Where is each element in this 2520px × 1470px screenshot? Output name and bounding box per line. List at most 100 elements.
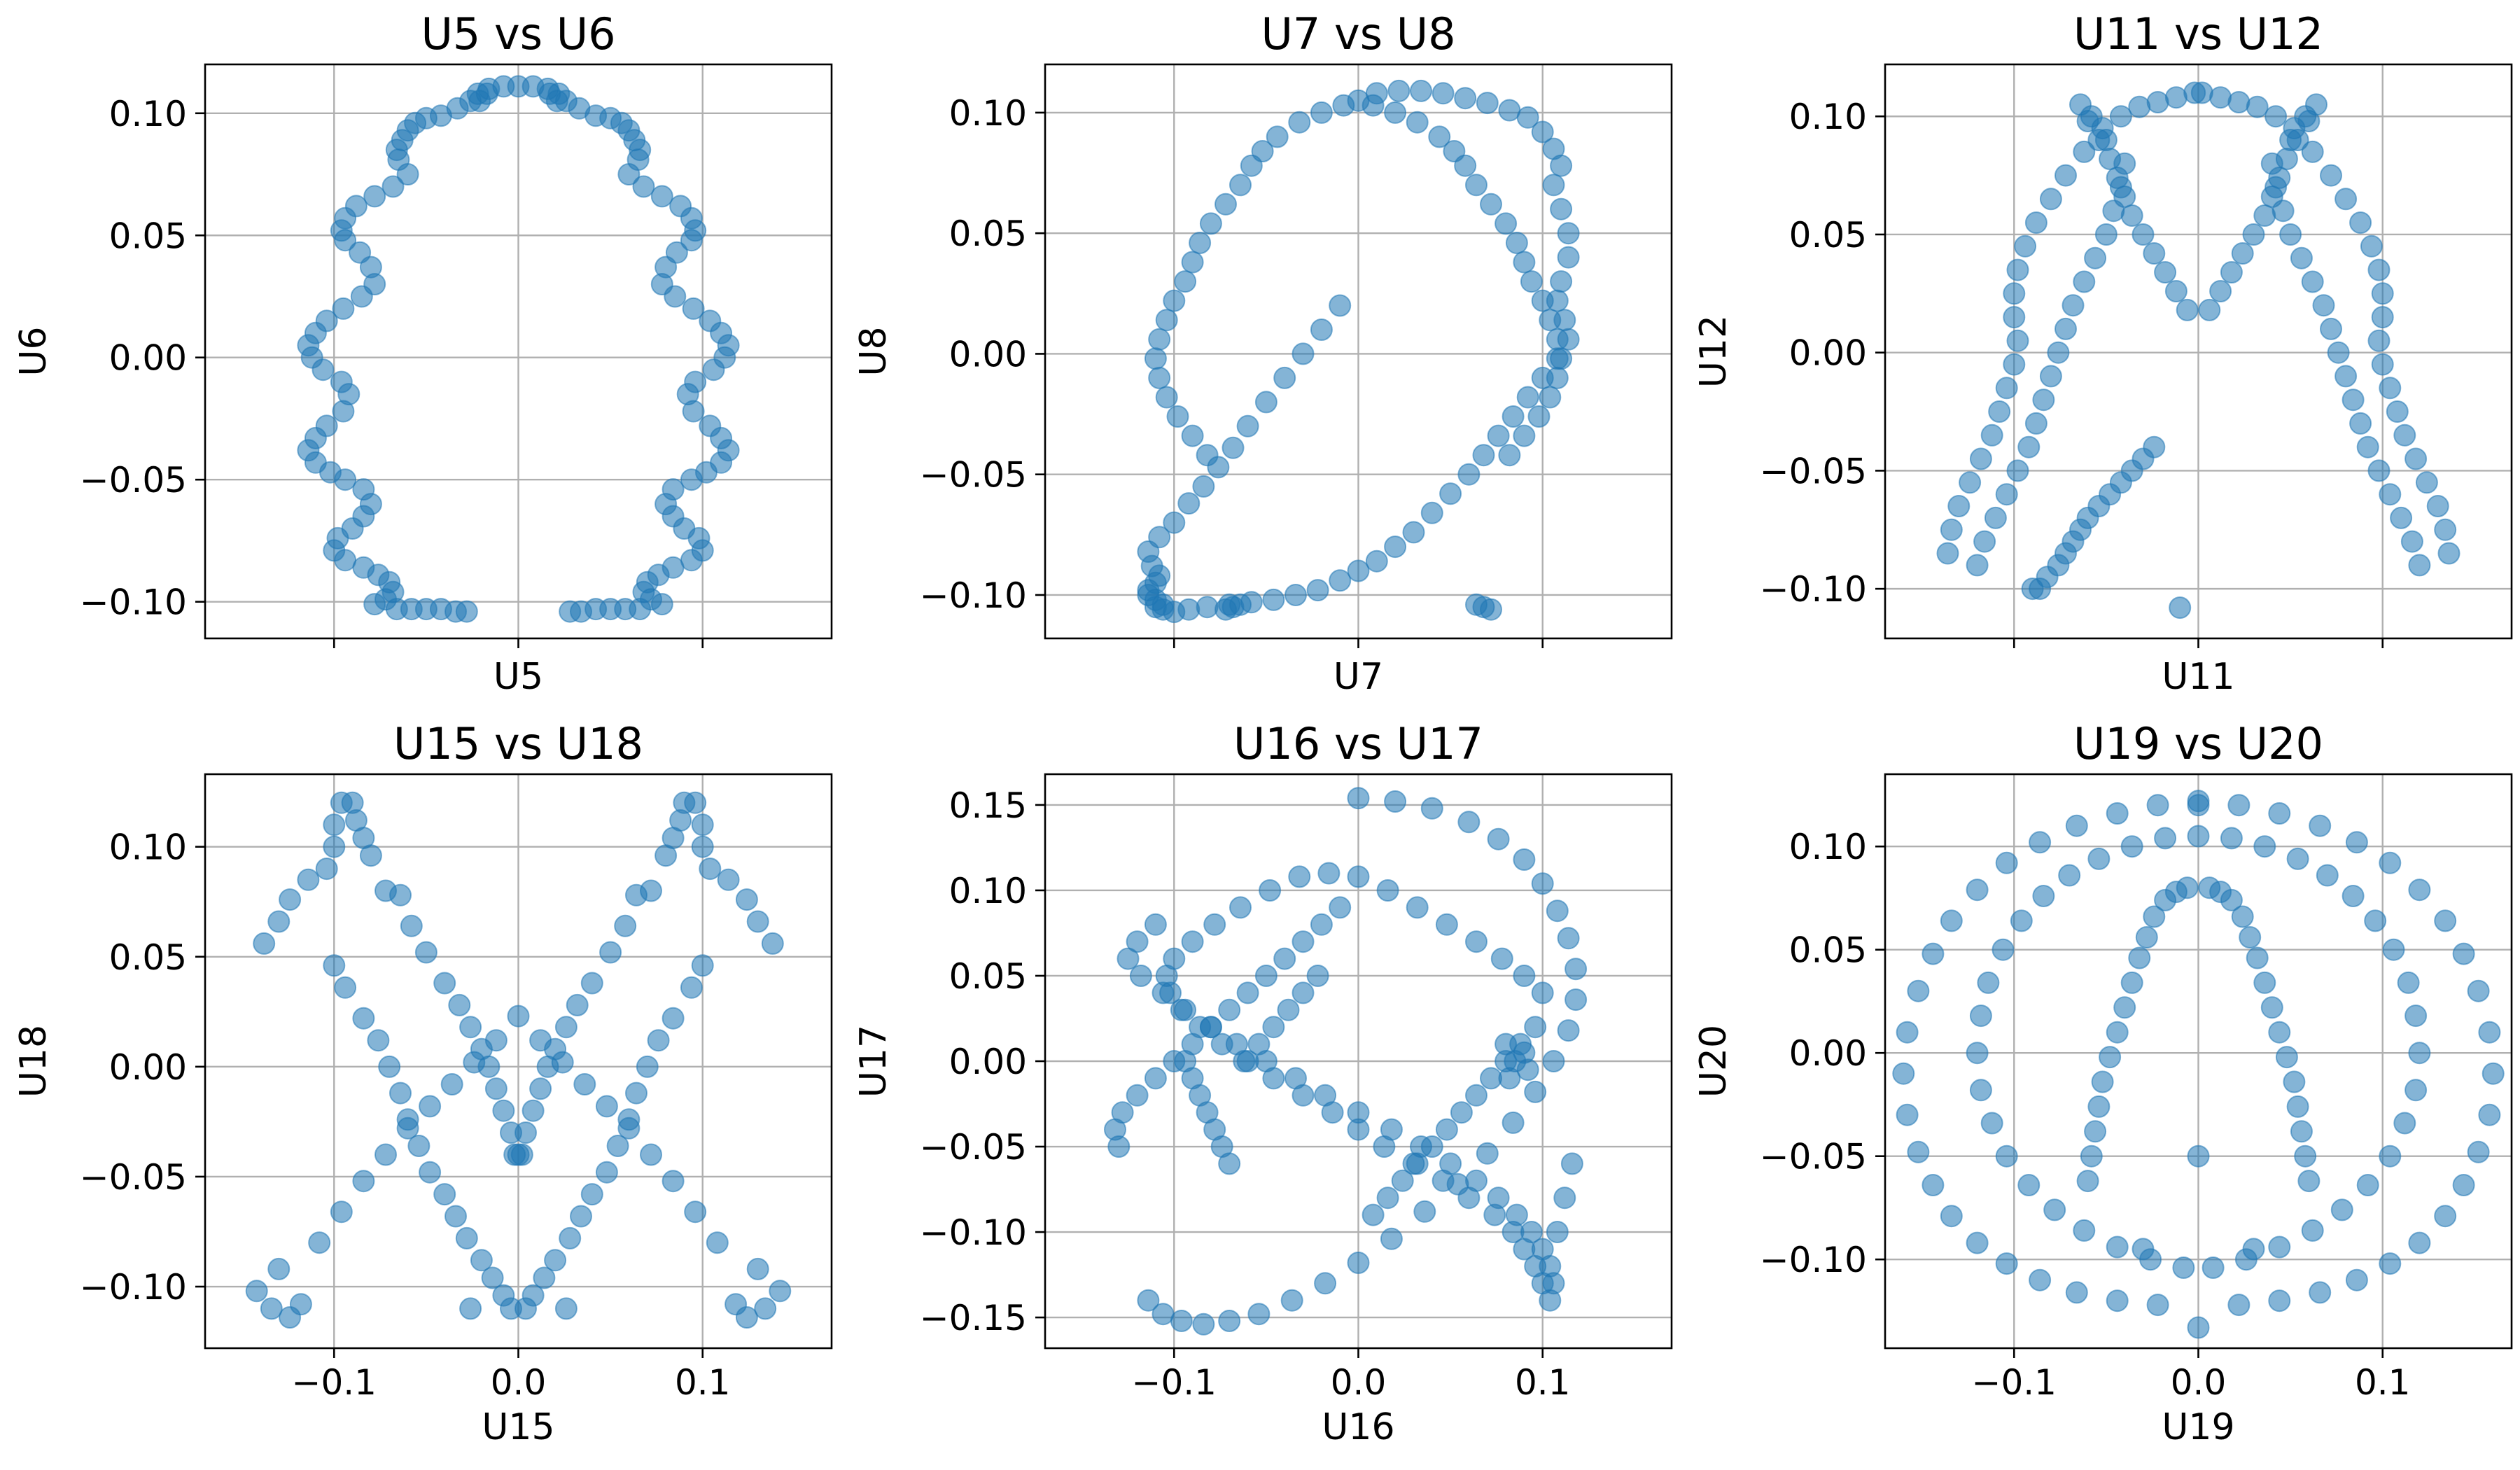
- scatter-point: [1439, 482, 1462, 505]
- scatter-point: [2227, 1294, 2250, 1317]
- scatter-point: [2154, 261, 2177, 284]
- scatter-point: [2091, 1070, 2114, 1093]
- scatter-point: [554, 1297, 578, 1320]
- scatter-point: [1236, 414, 1259, 438]
- scatter-point: [2334, 188, 2358, 211]
- x-axis-label: U5: [493, 656, 543, 698]
- scatter-point: [1966, 554, 1989, 577]
- scatter-point: [1921, 1174, 1945, 1196]
- scatter-point: [1292, 930, 1315, 953]
- y-tick-label: 0.00: [1789, 333, 1867, 374]
- scatter-point: [1921, 942, 1945, 965]
- scatter-point: [514, 1297, 537, 1320]
- scatter-point: [330, 1200, 353, 1224]
- scatter-point: [1516, 106, 1539, 129]
- scatter-point: [1380, 1227, 1403, 1250]
- x-tick-label: −0.1: [292, 1362, 377, 1403]
- scatter-point: [2099, 148, 2122, 170]
- scatter-point: [2032, 885, 2055, 907]
- scatter-point: [1347, 1252, 1370, 1274]
- scatter-point: [2309, 1281, 2332, 1304]
- scatter-point: [1329, 294, 1352, 317]
- scatter-point: [455, 600, 478, 623]
- scatter-point: [1222, 436, 1245, 459]
- scatter-point: [1174, 270, 1197, 293]
- scatter-point: [1546, 1221, 1569, 1243]
- scatter-point: [1940, 518, 1963, 541]
- scatter-point: [1896, 1021, 1919, 1044]
- y-tick-label: −0.10: [920, 1212, 1027, 1253]
- scatter-point: [2404, 1079, 2428, 1102]
- scatter-point: [1524, 1016, 1547, 1039]
- scatter-point: [580, 1183, 603, 1206]
- scatter-point: [1420, 501, 1443, 524]
- scatter-point: [2320, 317, 2342, 340]
- scatter-point: [2172, 1256, 2195, 1279]
- scatter-point: [2290, 1120, 2313, 1143]
- scatter-point: [754, 1297, 777, 1320]
- scatter-point: [680, 468, 703, 491]
- scatter-point: [1144, 913, 1167, 936]
- scatter-point: [2087, 847, 2110, 870]
- scatter-point: [2283, 1070, 2306, 1093]
- y-tick-label: −0.05: [920, 455, 1027, 496]
- scatter-point: [1498, 444, 1521, 467]
- scatter-point: [2279, 223, 2302, 246]
- scatter-point: [1288, 111, 1311, 134]
- scatter-point: [1347, 865, 1370, 888]
- scatter-point: [253, 932, 276, 955]
- scatter-point: [2246, 946, 2269, 969]
- scatter-point: [1995, 1252, 2018, 1275]
- y-tick-label: −0.10: [920, 575, 1027, 616]
- scatter-point: [2006, 459, 2029, 482]
- scatter-point: [2482, 1062, 2505, 1085]
- scatter-point: [2400, 530, 2423, 553]
- y-tick-label: 0.10: [949, 93, 1027, 134]
- scatter-point: [1218, 998, 1241, 1021]
- scatter-point: [2017, 435, 2040, 458]
- scatter-point: [691, 813, 714, 836]
- scatter-point: [1402, 521, 1425, 544]
- scatter-point: [2154, 827, 2177, 850]
- scatter-point: [1214, 598, 1237, 621]
- scatter-point: [1310, 913, 1333, 936]
- scatter-point: [2132, 1238, 2155, 1261]
- scatter-point: [1454, 87, 1477, 110]
- scatter-point: [2039, 188, 2062, 211]
- scatter-point: [1144, 1067, 1167, 1090]
- scatter-point: [2220, 827, 2243, 850]
- y-tick-label: −0.15: [920, 1298, 1027, 1338]
- scatter-point: [407, 1135, 430, 1157]
- scatter-point: [2209, 280, 2232, 302]
- scatter-point: [245, 1280, 268, 1303]
- scatter-point: [1546, 328, 1569, 351]
- scatter-point: [1524, 1080, 1547, 1103]
- scatter-point: [2246, 95, 2269, 118]
- scatter-point: [559, 600, 582, 623]
- scatter-point: [2330, 1198, 2353, 1222]
- y-axis-label: U17: [853, 1025, 895, 1098]
- scatter-point: [1262, 1067, 1285, 1090]
- scatter-point: [1116, 947, 1140, 970]
- scatter-point: [1959, 471, 1982, 494]
- scatter-point: [1550, 347, 1573, 370]
- scatter-point: [1476, 1142, 1499, 1165]
- scatter-point: [1969, 1004, 1992, 1028]
- scatter-point: [2379, 1144, 2402, 1168]
- scatter-point: [2316, 864, 2339, 887]
- scatter-point: [1406, 896, 1429, 919]
- scatter-point: [1936, 542, 1959, 565]
- scatter-point: [533, 1266, 556, 1289]
- scatter-point: [1148, 526, 1171, 549]
- scatter-point: [2113, 186, 2136, 208]
- scatter-point: [1457, 811, 1480, 834]
- y-tick-label: 0.10: [1789, 97, 1867, 137]
- scatter-point: [1980, 1112, 2003, 1135]
- scatter-point: [650, 593, 673, 616]
- scatter-point: [1163, 289, 1186, 312]
- scatter-point: [650, 185, 673, 208]
- scatter-point: [606, 1135, 629, 1157]
- scatter-point: [1277, 998, 1300, 1021]
- scatter-point: [1991, 938, 2015, 961]
- scatter-point: [1362, 94, 1385, 117]
